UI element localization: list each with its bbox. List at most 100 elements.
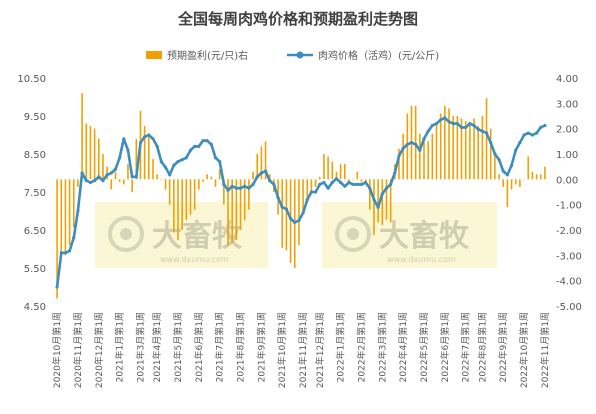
profit-bar bbox=[535, 174, 538, 180]
price-point bbox=[159, 160, 163, 164]
profit-bar bbox=[510, 179, 513, 190]
profit-bar bbox=[514, 179, 517, 185]
x-tick-label: 2022年5月第1周 bbox=[418, 312, 430, 382]
profit-bar bbox=[256, 154, 259, 180]
profit-bar bbox=[335, 171, 338, 180]
price-point bbox=[105, 173, 109, 177]
price-point bbox=[276, 196, 280, 200]
price-point bbox=[434, 122, 439, 126]
price-point bbox=[180, 158, 184, 162]
price-point bbox=[514, 148, 518, 152]
profit-bar bbox=[481, 116, 484, 180]
profit-bar bbox=[68, 179, 71, 246]
price-point bbox=[522, 133, 526, 137]
right-tick-label: -2.00 bbox=[556, 226, 582, 237]
price-point bbox=[343, 184, 347, 188]
price-point bbox=[67, 249, 72, 253]
price-point bbox=[509, 163, 514, 167]
price-point bbox=[439, 118, 443, 122]
left-tick-label: 7.50 bbox=[24, 188, 46, 199]
x-tick-label: 2022年7月第1周 bbox=[460, 312, 472, 382]
price-point bbox=[72, 236, 76, 240]
price-point bbox=[151, 137, 155, 141]
profit-bar bbox=[473, 118, 475, 180]
x-tick-label: 2021年12月第1周 bbox=[314, 312, 326, 388]
profit-bar bbox=[477, 126, 479, 180]
x-axis-ticks: 2020年10月第1周 2020年11月第1周 2020年12月第1周 2021年1月… bbox=[51, 312, 551, 388]
profit-bar bbox=[331, 161, 334, 180]
profit-bar bbox=[118, 179, 121, 182]
price-point bbox=[355, 182, 359, 186]
legend-bar-label: 预期盈利(元/只)右 bbox=[167, 49, 248, 62]
price-point bbox=[155, 144, 159, 148]
watermark-logo-dot bbox=[120, 228, 132, 240]
x-tick-label: 2021年11月第1周 bbox=[297, 312, 309, 388]
x-tick-label: 2020年10月第1周 bbox=[51, 312, 63, 388]
watermark-url: www.dxumu.com bbox=[160, 255, 229, 264]
price-point bbox=[205, 139, 209, 143]
price-point bbox=[113, 167, 118, 171]
price-point bbox=[293, 220, 297, 224]
price-point bbox=[209, 142, 213, 147]
price-point bbox=[297, 218, 301, 223]
profit-bar bbox=[189, 179, 192, 215]
profit-bar bbox=[106, 166, 108, 180]
left-tick-label: 9.50 bbox=[24, 112, 46, 123]
watermark-logo bbox=[108, 216, 144, 252]
watermark-text: 大畜牧 bbox=[379, 219, 470, 254]
price-point bbox=[109, 171, 113, 175]
price-point bbox=[393, 171, 397, 175]
price-point bbox=[97, 175, 101, 179]
price-point bbox=[288, 217, 293, 221]
profit-bar bbox=[281, 179, 284, 248]
profit-bar bbox=[398, 148, 400, 180]
price-point bbox=[426, 129, 430, 133]
price-point bbox=[322, 180, 326, 185]
profit-bar bbox=[110, 179, 113, 190]
x-tick-label: 2022年4月第1周 bbox=[397, 312, 409, 382]
profit-bar bbox=[135, 138, 138, 180]
profit-bar bbox=[519, 179, 521, 187]
price-point bbox=[193, 144, 197, 148]
profit-bar bbox=[173, 179, 175, 233]
price-series-line bbox=[55, 116, 546, 288]
x-tick-label: 2022年9月第1周 bbox=[497, 312, 509, 382]
price-point bbox=[230, 184, 234, 188]
profit-bar bbox=[356, 171, 359, 180]
price-point bbox=[130, 175, 134, 179]
profit-bar bbox=[102, 154, 104, 180]
price-point bbox=[218, 160, 222, 164]
x-tick-label: 2021年7月第1周 bbox=[214, 312, 226, 382]
profit-bar bbox=[431, 133, 434, 180]
price-point bbox=[234, 186, 238, 190]
profit-bar bbox=[127, 164, 129, 180]
price-point bbox=[422, 137, 426, 141]
profit-bar bbox=[327, 156, 329, 180]
profit-bar bbox=[489, 128, 492, 180]
profit-bar bbox=[469, 123, 471, 180]
profit-bar bbox=[72, 179, 75, 228]
profit-bar bbox=[419, 133, 421, 180]
legend-line-label: 肉鸡价格（活鸡）(元/公斤) bbox=[318, 49, 439, 62]
price-point bbox=[447, 120, 451, 124]
profit-bar bbox=[323, 154, 325, 180]
x-tick-label: 2021年4月第1周 bbox=[151, 312, 163, 382]
price-point bbox=[147, 133, 151, 137]
profit-bar bbox=[444, 105, 446, 180]
price-point bbox=[313, 190, 318, 194]
x-tick-label: 2021年5月第1周 bbox=[172, 312, 184, 382]
right-tick-label: -1.00 bbox=[556, 201, 582, 212]
price-point bbox=[201, 139, 205, 143]
profit-bar bbox=[156, 174, 158, 180]
profit-bar bbox=[385, 179, 388, 220]
price-line bbox=[55, 116, 547, 289]
profit-bar bbox=[381, 179, 384, 225]
price-point bbox=[122, 137, 126, 141]
left-tick-label: 6.50 bbox=[24, 226, 46, 237]
right-tick-label: 2.00 bbox=[556, 125, 578, 136]
profit-bar bbox=[185, 179, 188, 220]
price-point bbox=[309, 190, 314, 194]
profit-bar bbox=[314, 179, 317, 187]
price-point bbox=[518, 141, 522, 145]
x-tick-label: 2021年6月第1周 bbox=[193, 312, 205, 382]
